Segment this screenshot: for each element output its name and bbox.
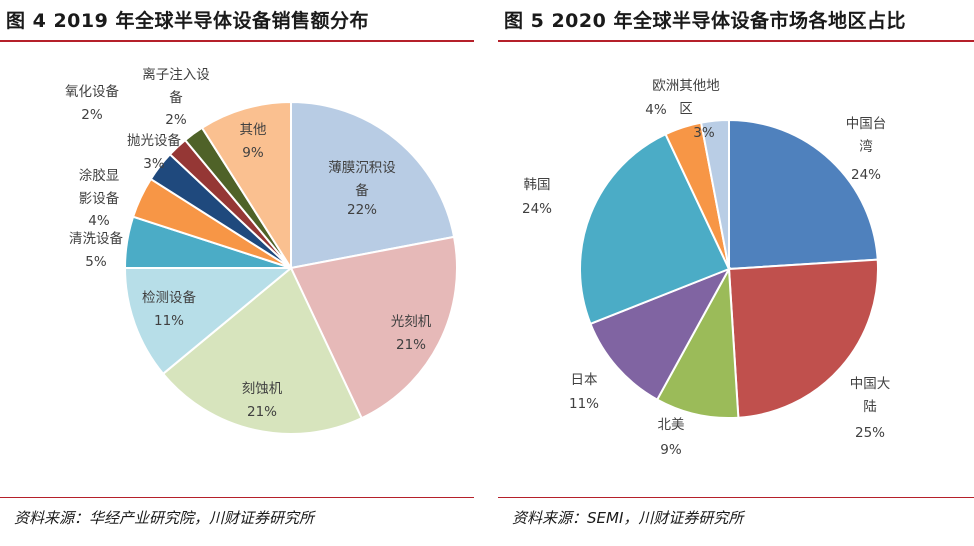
pie-label-text-1-5-0: 欧洲其他地 <box>652 78 720 94</box>
pie-label-value-1-3: 11% <box>569 396 599 412</box>
pie-label-text-0-3-0: 检测设备 <box>142 289 196 306</box>
pie-slice-0-2 <box>161 266 364 435</box>
pie-slice-0-0 <box>290 100 456 270</box>
pie-label-text-1-1-1: 陆 <box>863 399 877 415</box>
pie-slice-1-0 <box>728 118 879 271</box>
pie-label-value-0-5: 4% <box>88 213 110 229</box>
pie-slice-0-3 <box>123 267 294 376</box>
pie-slice-1-1 <box>727 258 880 419</box>
pie-label-text-0-0-0: 薄膜沉积设 <box>328 160 396 176</box>
pie-label-0-7: 氧化设备 2% <box>65 83 119 123</box>
pie-label-text-0-0-1: 备 <box>355 182 369 199</box>
pie-slice-1-3 <box>589 267 732 401</box>
pie-label-1-4: 韩国 24% <box>522 177 552 217</box>
left-source-rule <box>0 497 474 498</box>
pie-label-value-0-8: 2% <box>165 112 187 128</box>
right-source-note: 资料来源：SEMI，川财证券研究所 <box>512 509 744 527</box>
pie-slice-1-2 <box>655 265 740 420</box>
pie-label-0-4: 清洗设备 5% <box>69 230 123 270</box>
pie-label-text-0-6-0: 抛光设备 <box>127 132 181 149</box>
pie-label-text-1-0-1: 湾 <box>859 138 873 155</box>
left-source-note: 资料来源：华经产业研究院，川财证券研究所 <box>14 509 315 527</box>
pie-label-1-2: 北美 9% <box>658 417 685 458</box>
pie-label-value-0-4: 5% <box>85 254 107 270</box>
pie-label-text-0-2-0: 刻蚀机 <box>242 381 283 397</box>
left-figure-title: 图 4 2019 年全球半导体设备销售额分布 <box>6 10 369 32</box>
pie-label-text-1-3-0: 日本 <box>571 372 599 388</box>
pie-label-text-0-7-0: 氧化设备 <box>65 83 119 100</box>
pie-label-value-1-5: 4% <box>645 102 667 118</box>
right-figure-title: 图 5 2020 年全球半导体设备市场各地区占比 <box>504 10 906 32</box>
pie-label-text-0-5-0: 涂胶显 <box>79 167 120 184</box>
pie-label-value-1-6: 3% <box>693 125 715 141</box>
pie-label-value-1-1: 25% <box>855 425 885 441</box>
pie-label-value-0-2: 21% <box>247 404 277 420</box>
pie-label-text-0-4-0: 清洗设备 <box>69 230 123 247</box>
pie-label-text-1-5-1: 区 <box>679 101 693 117</box>
pie-label-0-1: 光刻机 21% <box>391 314 432 353</box>
pie-slice-1-6 <box>699 118 730 270</box>
pie-label-value-0-9: 9% <box>242 145 264 161</box>
pie-label-0-9: 其他 9% <box>240 122 267 161</box>
pie-label-value-1-4: 24% <box>522 201 552 217</box>
left-pie-chart: 薄膜沉积设备22%光刻机21%刻蚀机21%检测设备11%清洗设备5%涂胶显影设备… <box>65 66 459 435</box>
right-figure-panel: 图 5 2020 年全球半导体设备市场各地区占比 中国台湾 24% 中国大陆 25% 北… <box>498 0 974 546</box>
pie-label-value-1-0: 24% <box>851 167 881 183</box>
pie-label-text-1-2-0: 北美 <box>658 417 685 433</box>
pie-label-0-2: 刻蚀机 21% <box>242 381 283 420</box>
pie-label-value-0-3: 11% <box>154 313 184 329</box>
pie-label-value-0-7: 2% <box>81 107 103 123</box>
pie-label-text-1-0-0: 中国台 <box>846 116 887 132</box>
pie-label-1-3: 日本 11% <box>569 372 599 412</box>
pie-label-text-1-4-0: 韩国 <box>524 177 551 193</box>
left-title-rule <box>0 40 474 42</box>
pie-label-value-1-2: 9% <box>660 442 682 458</box>
right-title-rule <box>498 40 974 42</box>
pie-label-text-0-5-1: 影设备 <box>79 190 120 207</box>
pie-label-value-0-0: 22% <box>347 202 377 218</box>
pie-slice-0-1 <box>289 235 459 420</box>
pie-label-value-0-6: 3% <box>143 156 165 172</box>
pie-label-text-0-9-0: 其他 <box>240 122 267 138</box>
pie-label-text-0-8-1: 备 <box>169 89 183 106</box>
pie-label-0-3: 检测设备 11% <box>142 289 196 329</box>
pie-slice-1-4 <box>579 132 731 326</box>
pie-label-text-0-8-0: 离子注入设 <box>142 66 210 83</box>
pie-label-0-6: 抛光设备 3% <box>127 132 181 172</box>
pie-label-text-0-1-0: 光刻机 <box>391 314 432 330</box>
pie-label-value-0-1: 21% <box>396 337 426 353</box>
left-figure-panel: 图 4 2019 年全球半导体设备销售额分布 薄膜沉积设备 22% 光刻机 21% 刻蚀… <box>0 0 474 546</box>
right-source-rule <box>498 497 974 498</box>
pie-slice-0-9 <box>200 100 292 272</box>
pie-label-text-1-1-0: 中国大 <box>850 376 891 392</box>
